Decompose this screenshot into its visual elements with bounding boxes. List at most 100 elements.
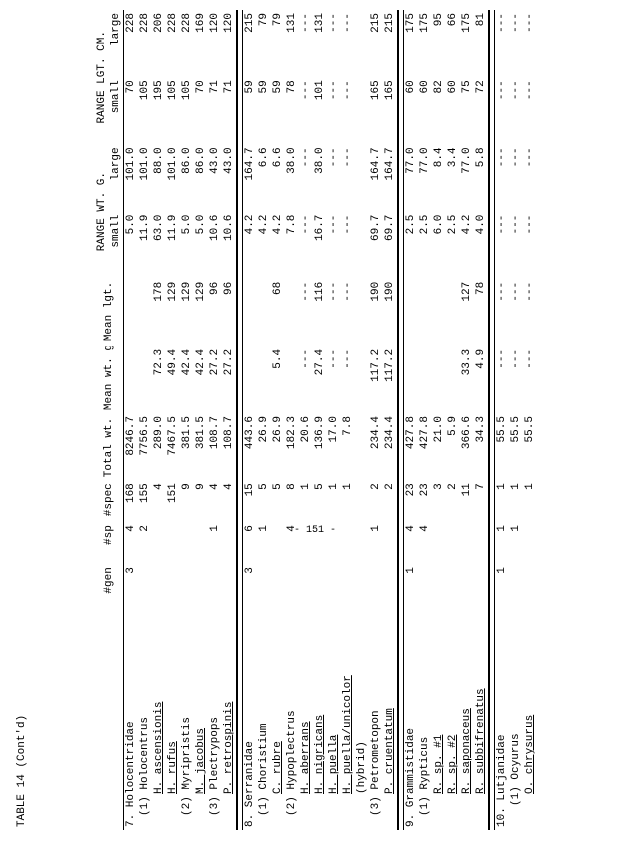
- cell-name: (2) Hypoplectrus: [285, 606, 299, 830]
- table-body: 7. Holocentridae341688246.75.0101.070228…: [124, 10, 538, 830]
- cell-meanwt: [138, 346, 152, 413]
- cell-totwt: 108.7: [208, 413, 222, 480]
- cell-name: O. chrysurus: [523, 606, 537, 830]
- cell-totwt: 427.8: [404, 413, 419, 480]
- cell-spec: 4: [152, 480, 166, 522]
- cell-wl: 164.7: [369, 144, 383, 211]
- cell-meanlgt: ---: [299, 279, 313, 346]
- cell-totwt: 34.3: [474, 413, 489, 480]
- cell-meanwt: [404, 346, 419, 413]
- cell-totwt: 136.9: [313, 413, 327, 480]
- cell-gen: [285, 564, 299, 606]
- cell-gen: [180, 564, 194, 606]
- cell-ls: 59: [257, 77, 271, 144]
- cell-totwt: 427.8: [418, 413, 432, 480]
- cell-meanlgt: 96: [208, 279, 222, 346]
- cell-wl: 77.0: [404, 144, 419, 211]
- cell-wl: 38.0: [285, 144, 299, 211]
- cell-name: P. retrospinis: [222, 606, 237, 830]
- cell-gen: [474, 564, 489, 606]
- cell-meanlgt: 129: [166, 279, 180, 346]
- cell-sp: [166, 522, 180, 564]
- cell-totwt: 289.0: [152, 413, 166, 480]
- cell-meanlgt: [446, 279, 460, 346]
- cell-wl: ---: [523, 144, 537, 211]
- cell-spec: 4: [208, 480, 222, 522]
- cell-ws: 11.9: [166, 212, 180, 279]
- cell-ls: 105: [180, 77, 194, 144]
- cell-sp: 1: [509, 522, 523, 564]
- cell-gen: [166, 564, 180, 606]
- cell-meanwt: [243, 346, 258, 413]
- cell-spec: 5: [271, 480, 285, 522]
- cell-totwt: [355, 413, 369, 480]
- cell-meanwt: 4.9: [474, 346, 489, 413]
- cell-name: H. puella: [327, 606, 341, 830]
- cell-spec: 15: [243, 480, 258, 522]
- cell-totwt: 55.5: [523, 413, 537, 480]
- cell-spec: 3: [432, 480, 446, 522]
- cell-spec: 23: [404, 480, 419, 522]
- page: #gen #sp #spec Total wt. g. Mean wt. g. …: [0, 0, 630, 843]
- cell-ws: 5.0: [194, 212, 208, 279]
- cell-gen: [299, 564, 313, 606]
- cell-name: (3) Petrometopon: [369, 606, 383, 830]
- cell-ws: 6.0: [432, 212, 446, 279]
- cell-sp: 1: [369, 522, 383, 564]
- cell-ws: 10.6: [222, 212, 237, 279]
- cell-meanlgt: 190: [369, 279, 383, 346]
- cell-wl: 164.7: [383, 144, 398, 211]
- cell-spec: 1: [495, 480, 510, 522]
- cell-wl: 38.0: [313, 144, 327, 211]
- cell-sp: 4: [124, 522, 139, 564]
- cell-gen: [383, 564, 398, 606]
- cell-ws: ---: [523, 212, 537, 279]
- cell-name: 9. Grammistidae: [404, 606, 419, 830]
- cell-spec: 1: [509, 480, 523, 522]
- cell-meanlgt: 78: [474, 279, 489, 346]
- cell-meanwt: [257, 346, 271, 413]
- cell-spec: 151: [166, 480, 180, 522]
- cell-gen: 3: [124, 564, 139, 606]
- cell-sp: 4: [404, 522, 419, 564]
- cell-name: 7. Holocentridae: [124, 606, 139, 830]
- cell-gen: [369, 564, 383, 606]
- cell-gen: [152, 564, 166, 606]
- cell-meanlgt: 127: [460, 279, 474, 346]
- cell-ws: 4.2: [271, 212, 285, 279]
- table-row: (1) Rypticus423427.82.577.060175: [418, 10, 432, 830]
- cell-wl: 101.0: [124, 144, 139, 211]
- cell-ls: 101: [313, 77, 327, 144]
- cell-gen: [194, 564, 208, 606]
- cell-ws: ---: [327, 212, 341, 279]
- cell-ll: 215: [369, 10, 383, 77]
- cell-ws: 2.5: [404, 212, 419, 279]
- page-number: - 151 -: [294, 525, 336, 536]
- cell-meanwt: 42.4: [194, 346, 208, 413]
- data-table: #gen #sp #spec Total wt. g. Mean wt. g. …: [95, 10, 537, 830]
- cell-meanlgt: 129: [180, 279, 194, 346]
- cell-meanwt: 72.3: [152, 346, 166, 413]
- cell-sp: [460, 522, 474, 564]
- cell-ws: 63.0: [152, 212, 166, 279]
- cell-ws: 69.7: [383, 212, 398, 279]
- cell-wl: 88.0: [152, 144, 166, 211]
- cell-wl: 86.0: [194, 144, 208, 211]
- cell-ws: 4.2: [243, 212, 258, 279]
- cell-sp: 2: [138, 522, 152, 564]
- cell-gen: [271, 564, 285, 606]
- table-row: R. sp. #225.92.53.46066: [446, 10, 460, 830]
- cell-ll: 95: [432, 10, 446, 77]
- cell-sp: [271, 522, 285, 564]
- cell-ls: 82: [432, 77, 446, 144]
- cell-meanwt: 27.4: [313, 346, 327, 413]
- cell-spec: 5: [257, 480, 271, 522]
- table-row: (3) Petrometopon12234.4117.219069.7164.7…: [369, 10, 383, 830]
- cell-ll: 66: [446, 10, 460, 77]
- cell-ll: 175: [404, 10, 419, 77]
- cell-sp: [446, 522, 460, 564]
- cell-meanwt: 42.4: [180, 346, 194, 413]
- cell-meanwt: 33.3: [460, 346, 474, 413]
- cell-gen: [432, 564, 446, 606]
- cell-ll: 175: [460, 10, 474, 77]
